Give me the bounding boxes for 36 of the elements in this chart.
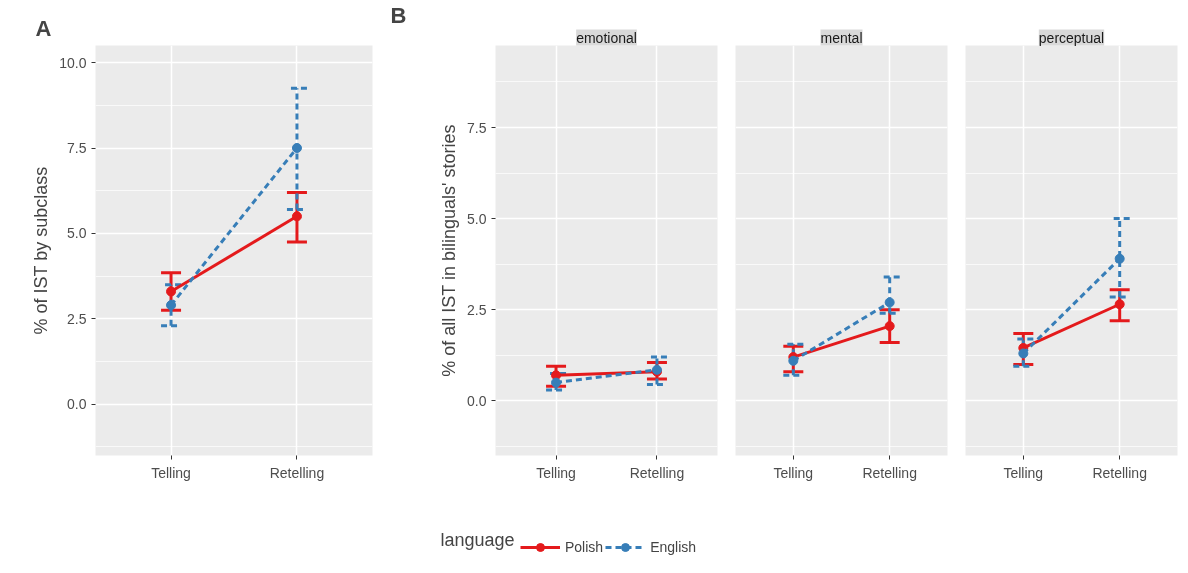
point — [1114, 253, 1125, 264]
y-tick-label: 2.5 — [67, 310, 87, 327]
x-tick-label: Retelling — [629, 464, 685, 481]
x-tick-label: Telling — [1003, 464, 1044, 481]
chart-title: mental — [820, 29, 863, 46]
point — [291, 143, 302, 153]
x-tick-label: Retelling — [862, 464, 917, 481]
point — [1114, 299, 1125, 310]
point — [884, 321, 895, 332]
y-tick-label: 0.0 — [67, 396, 87, 413]
x-tick-label: Retelling — [1092, 464, 1147, 481]
legend-title: language — [440, 529, 515, 550]
y-tick-label: 5.0 — [67, 225, 87, 242]
x-tick-label: Retelling — [269, 464, 325, 481]
x-tick-label: Telling — [151, 464, 191, 481]
y-tick-label: 7.5 — [67, 140, 87, 156]
y-tick-label: 7.5 — [467, 119, 487, 136]
legend-label: Polish — [565, 539, 604, 555]
point — [166, 300, 177, 311]
y-tick-label: 5.0 — [467, 210, 487, 227]
point — [291, 211, 302, 222]
chart-title: A — [35, 15, 52, 41]
chart-title: emotional — [576, 29, 637, 46]
point — [1018, 348, 1029, 359]
y-axis-title: % of IST by subclass — [31, 166, 52, 335]
y-tick-label: 10.0 — [59, 54, 87, 71]
y-tick-label: 0.0 — [467, 392, 487, 409]
point — [884, 297, 895, 308]
x-tick-label: Telling — [773, 464, 814, 481]
x-tick-label: Telling — [536, 464, 576, 481]
chart-title: perceptual — [1038, 29, 1105, 46]
point — [166, 286, 177, 297]
y-tick-label: 2.5 — [467, 301, 487, 318]
legend-label: English — [650, 539, 697, 555]
text: B — [390, 2, 407, 28]
y-axis-title: % of all IST in bilinguals' stories — [439, 124, 460, 377]
